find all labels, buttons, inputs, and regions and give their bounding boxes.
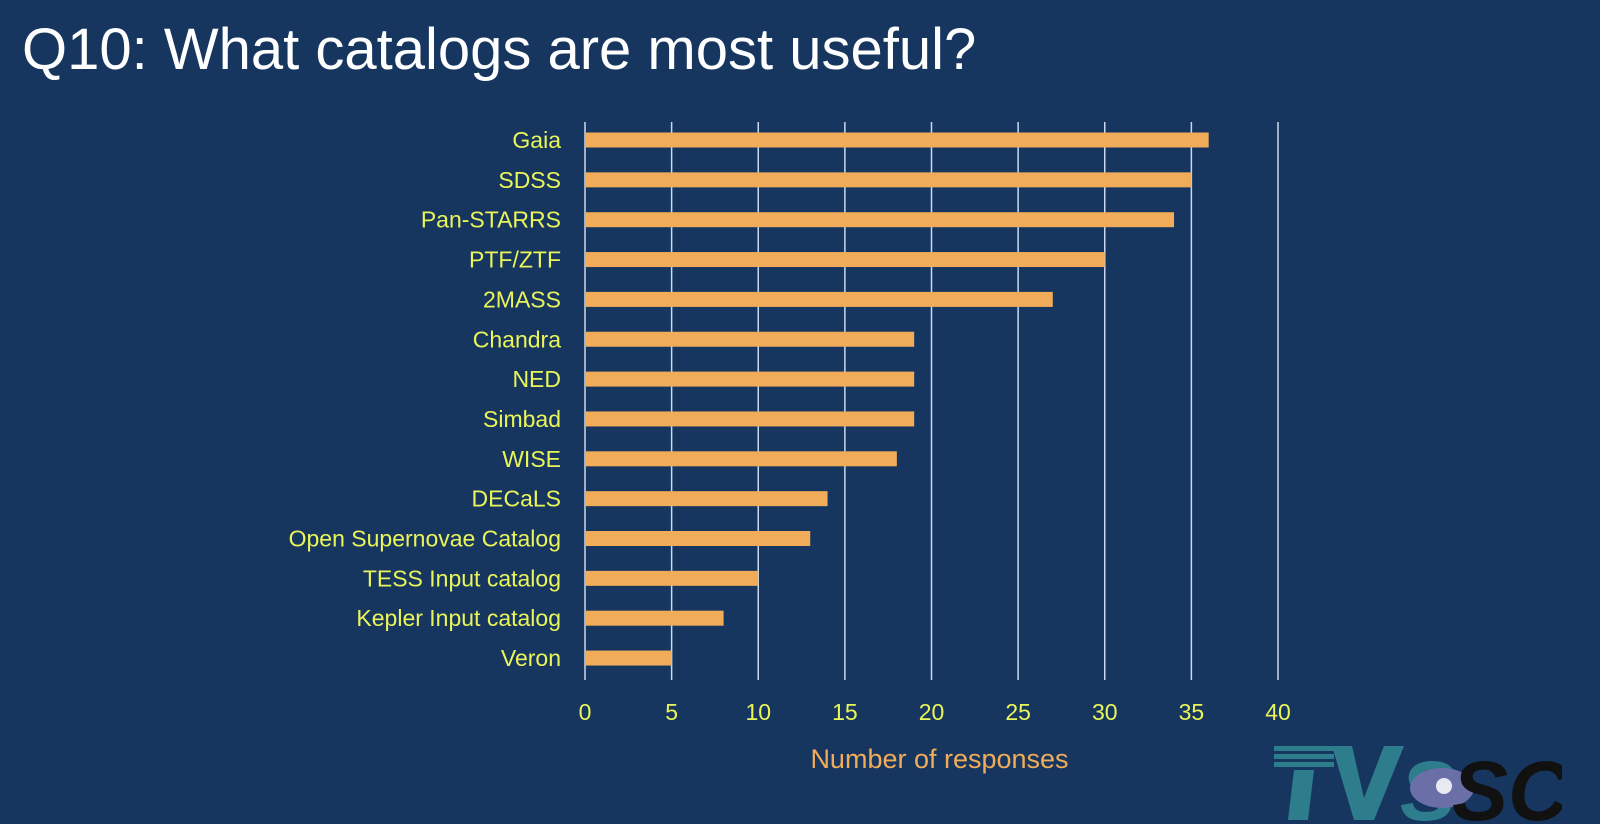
category-label: NED [512,366,561,392]
category-label: Simbad [483,406,561,432]
category-label: DECaLS [472,486,561,512]
bar-veron [585,650,672,666]
category-label: Chandra [473,326,561,352]
bar-2mass [585,291,1053,307]
category-label: SDSS [498,167,561,193]
bar-tess-input-catalog [585,570,759,586]
x-tick-label: 30 [1092,699,1118,725]
bar-ptf-ztf [585,252,1105,268]
x-tick-label: 20 [919,699,945,725]
category-label: WISE [502,446,561,472]
x-tick-label: 5 [665,699,678,725]
x-tick-label: 0 [579,699,592,725]
category-label: 2MASS [483,286,561,312]
slide-title: Q10: What catalogs are most useful? [22,17,977,82]
x-axis-label: Number of responses [810,744,1068,774]
x-tick-label: 25 [1005,699,1031,725]
tvssc-logo: S SC [1274,744,1562,824]
category-label: Gaia [512,127,561,153]
x-tick-label: 35 [1179,699,1205,725]
x-tick-label: 15 [832,699,858,725]
category-label: TESS Input catalog [363,565,561,591]
category-label: Open Supernovae Catalog [289,526,561,552]
category-label: Pan-STARRS [421,207,561,233]
bar-wise [585,451,897,467]
bar-chandra [585,331,915,347]
bar-kepler-input-catalog [585,610,724,626]
bar-gaia [585,132,1209,148]
bar-open-supernovae-catalog [585,531,811,546]
bar-pan-starrs [585,212,1175,228]
bar-decals [585,491,828,507]
category-label: Veron [501,645,561,671]
category-label: Kepler Input catalog [356,605,561,631]
bar-simbad [585,411,915,427]
category-label: PTF/ZTF [469,247,561,273]
x-tick-label: 40 [1265,699,1291,725]
x-tick-label: 10 [745,699,771,725]
bar-ned [585,371,915,387]
svg-text:SC: SC [1452,744,1562,824]
bar-sdss [585,172,1192,188]
